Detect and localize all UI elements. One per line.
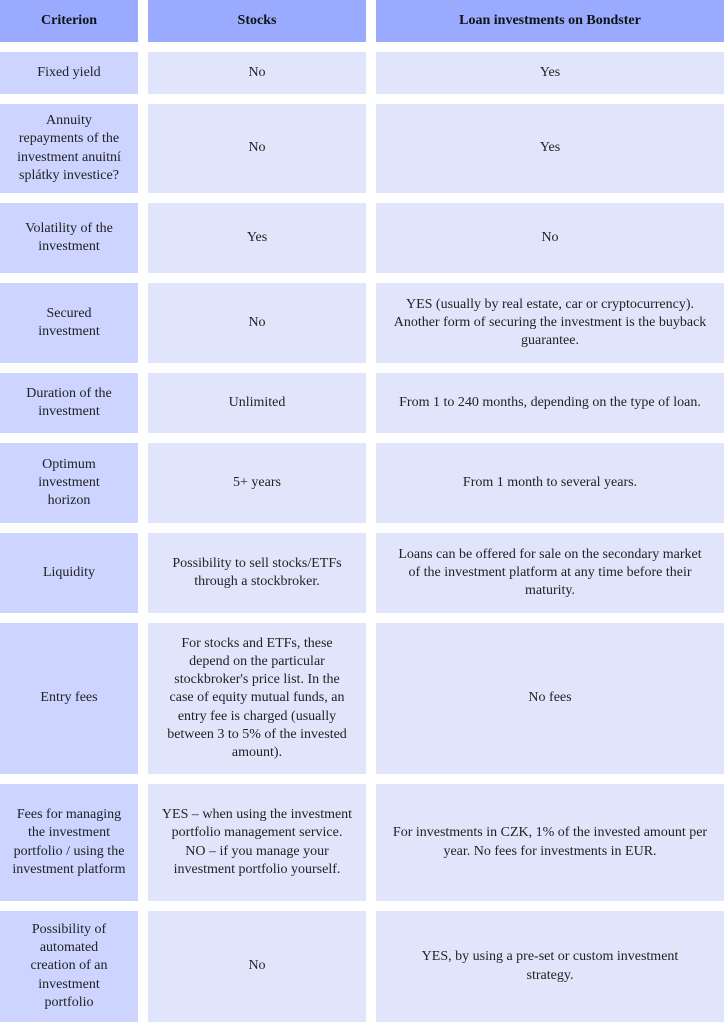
criterion-cell: Optimum investment horizon	[0, 443, 138, 523]
stocks-cell: No	[148, 911, 366, 1022]
stocks-cell: YES – when using the investment portfoli…	[148, 784, 366, 901]
criterion-cell: Volatility of the investment	[0, 203, 138, 273]
criterion-cell: Duration of the investment	[0, 373, 138, 433]
header-stocks: Stocks	[148, 0, 366, 42]
bondster-cell: Yes	[376, 104, 724, 193]
criterion-cell: Entry fees	[0, 623, 138, 774]
stocks-cell: Yes	[148, 203, 366, 273]
bondster-cell: YES, by using a pre-set or custom invest…	[376, 911, 724, 1022]
header-criterion: Criterion	[0, 0, 138, 42]
header-bondster: Loan investments on Bondster	[376, 0, 724, 42]
criterion-cell: Liquidity	[0, 533, 138, 613]
bondster-cell: No fees	[376, 623, 724, 774]
criterion-cell: Possibility of automated creation of an …	[0, 911, 138, 1022]
stocks-cell: For stocks and ETFs, these depend on the…	[148, 623, 366, 774]
bondster-cell: From 1 to 240 months, depending on the t…	[376, 373, 724, 433]
stocks-cell: Unlimited	[148, 373, 366, 433]
bondster-cell: Yes	[376, 52, 724, 94]
stocks-cell: Possibility to sell stocks/ETFs through …	[148, 533, 366, 613]
bondster-cell: Loans can be offered for sale on the sec…	[376, 533, 724, 613]
stocks-cell: No	[148, 52, 366, 94]
criterion-cell: Secured investment	[0, 283, 138, 363]
stocks-cell: No	[148, 104, 366, 193]
stocks-cell: No	[148, 283, 366, 363]
bondster-cell: For investments in CZK, 1% of the invest…	[376, 784, 724, 901]
criterion-cell: Annuity repayments of the investment anu…	[0, 104, 138, 193]
bondster-cell: From 1 month to several years.	[376, 443, 724, 523]
bondster-cell: No	[376, 203, 724, 273]
stocks-cell: 5+ years	[148, 443, 366, 523]
criterion-cell: Fixed yield	[0, 52, 138, 94]
criterion-cell: Fees for managing the investment portfol…	[0, 784, 138, 901]
bondster-cell: YES (usually by real estate, car or cryp…	[376, 283, 724, 363]
